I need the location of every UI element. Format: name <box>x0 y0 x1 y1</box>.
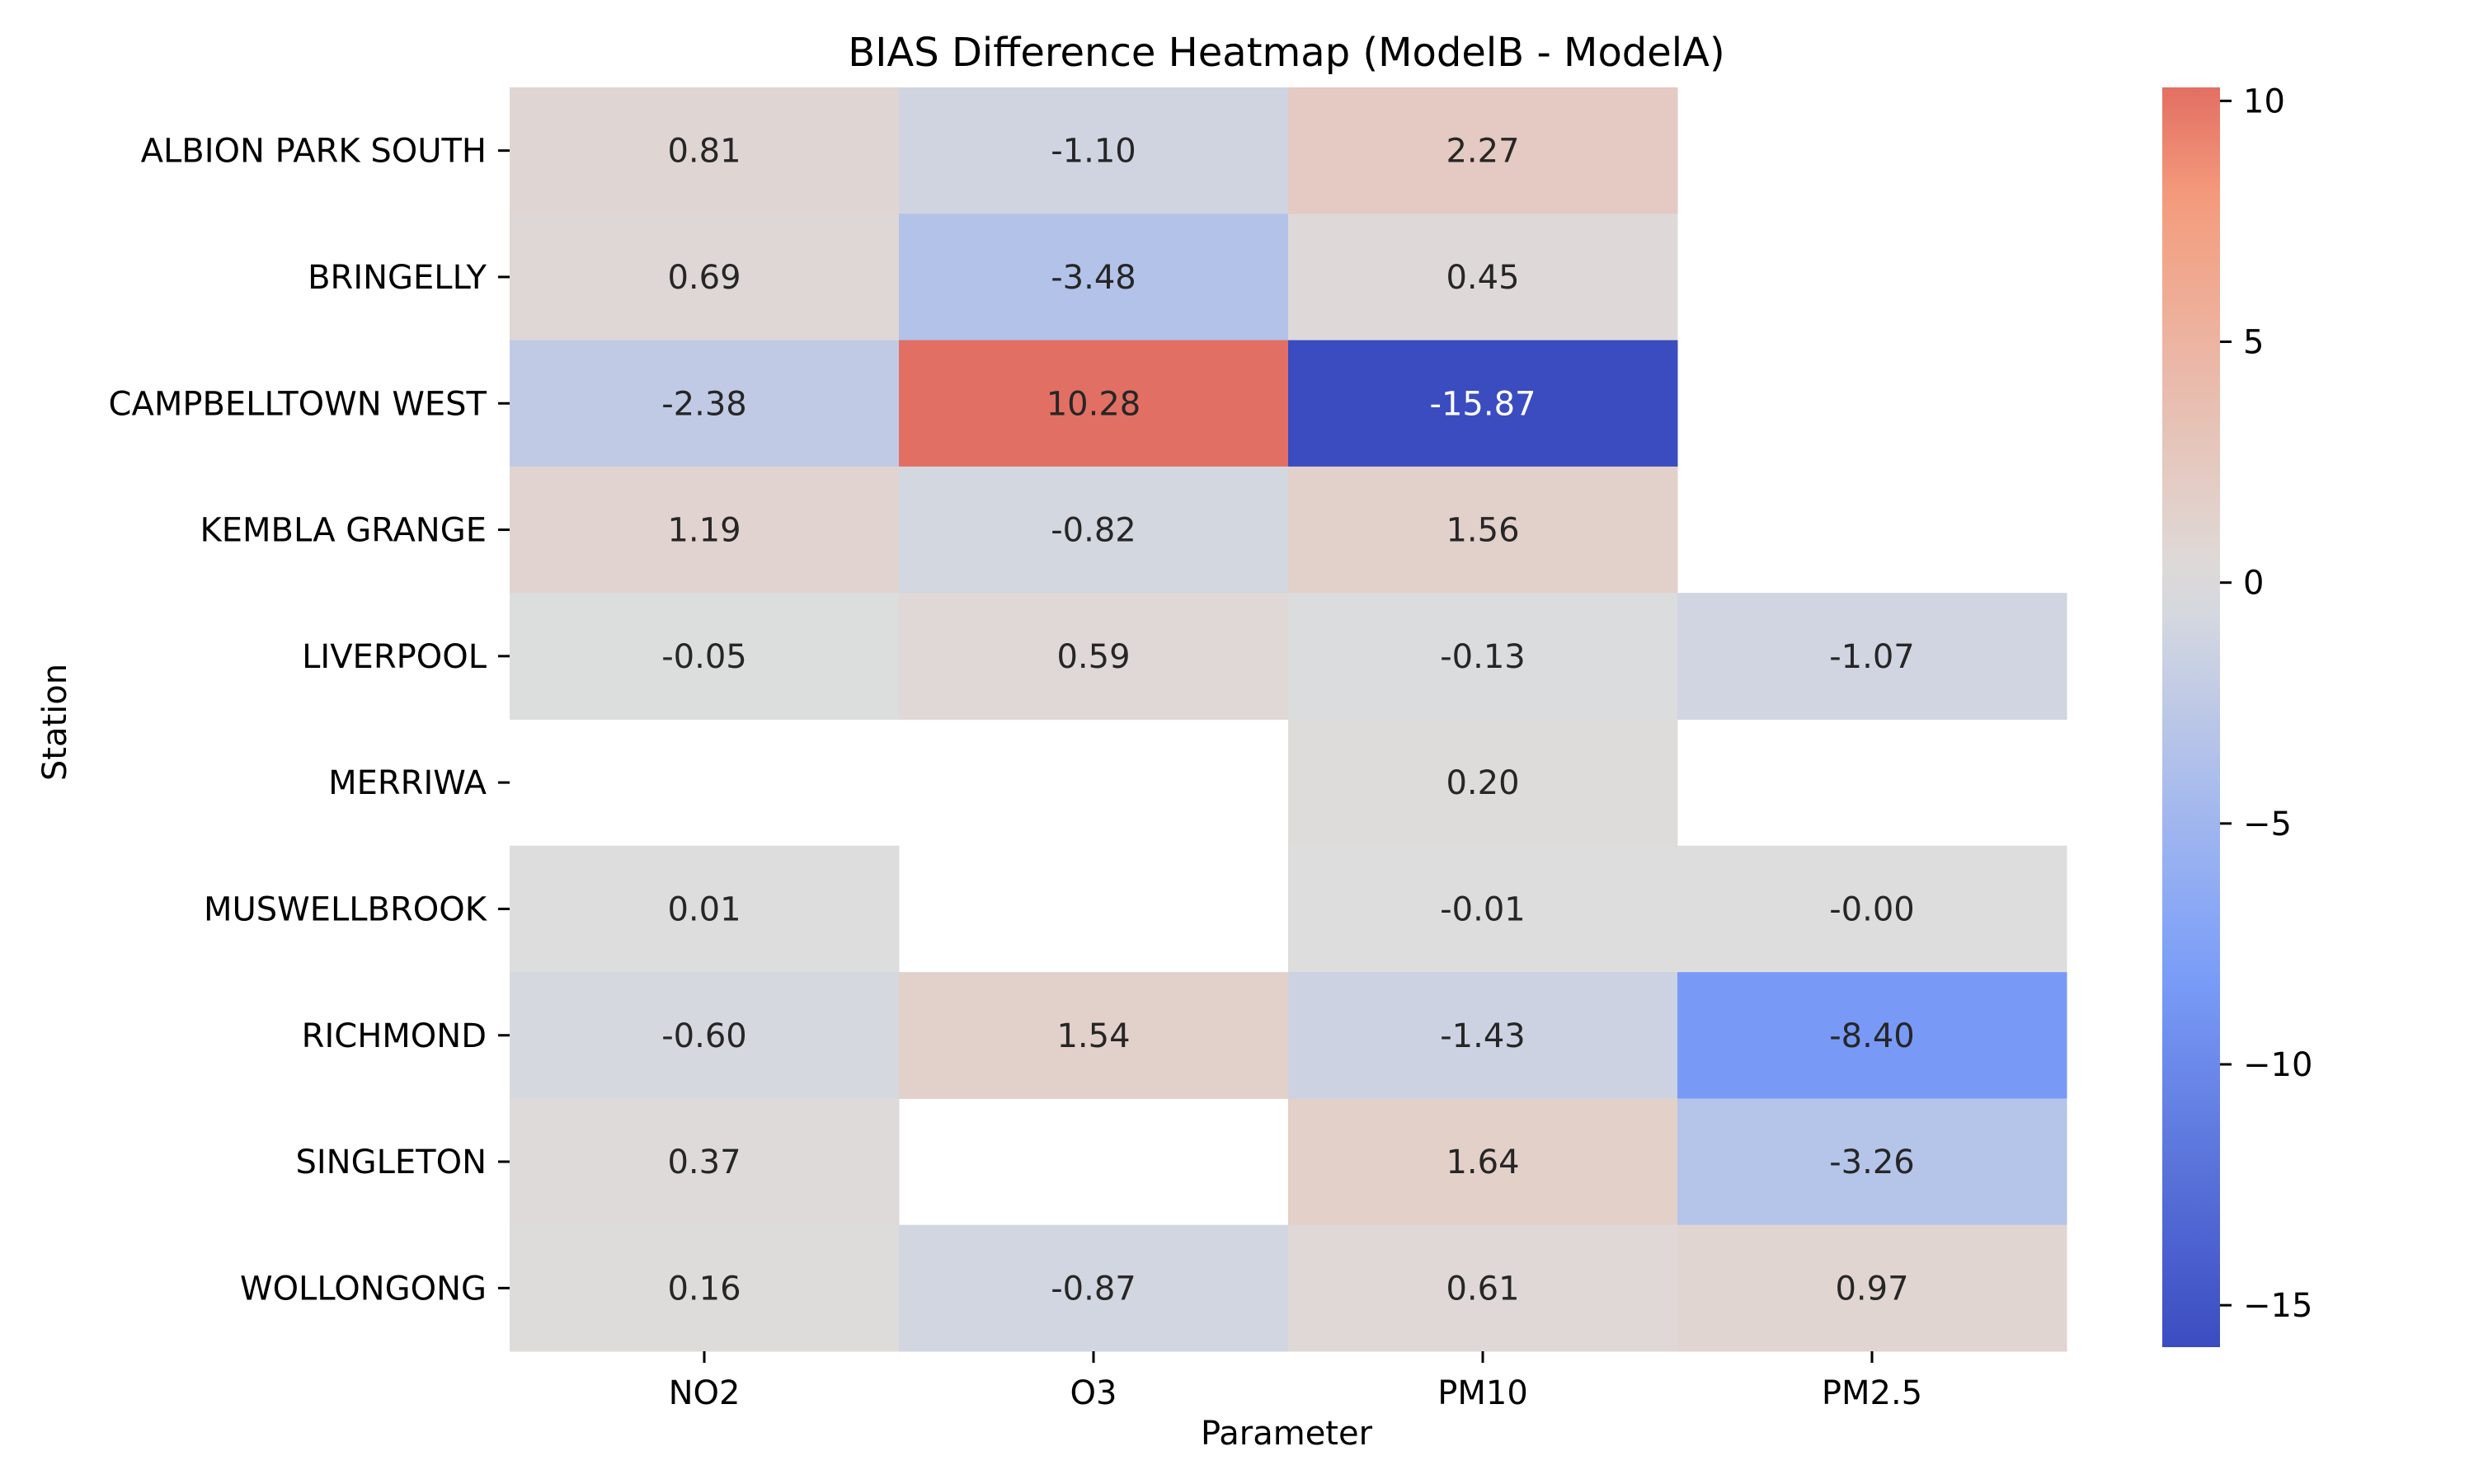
colorbar-tick-label: −5 <box>2243 805 2292 843</box>
heatmap-cell <box>510 593 900 720</box>
y-tick-label: KEMBLA GRANGE <box>200 512 487 550</box>
heatmap-cell <box>1677 593 2067 720</box>
cell-value-label: -0.13 <box>1440 638 1526 676</box>
cell-value-label: 0.81 <box>667 133 741 171</box>
heatmap-cell <box>1288 719 1678 847</box>
heatmap-cells: 0.81 -1.10 2.27 0.69 -3.48 0.45 -2.38 10.28 -15.… <box>510 87 2067 1352</box>
cell-value-label: -8.40 <box>1829 1017 1915 1055</box>
y-axis-ticks: ALBION PARK SOUTH BRINGELLY CAMPBELLTOWN W… <box>109 133 510 1308</box>
cell-value-label: 1.56 <box>1446 512 1519 550</box>
heatmap-cell <box>899 466 1289 594</box>
y-tick-label: BRINGELLY <box>308 259 487 297</box>
heatmap-cell <box>510 845 900 973</box>
heatmap-cell <box>899 972 1289 1099</box>
x-tick-label: NO2 <box>669 1374 741 1412</box>
heatmap-cell <box>510 972 900 1099</box>
cell-value-label: 0.61 <box>1446 1270 1519 1308</box>
heatmap-cell <box>510 1224 900 1352</box>
colorbar-tick-label: 5 <box>2243 324 2264 362</box>
x-tick-label: PM2.5 <box>1822 1374 1922 1412</box>
chart-title: BIAS Difference Heatmap (ModelB - ModelA… <box>848 30 1724 76</box>
heatmap-cell <box>1677 1098 2067 1226</box>
cell-value-label: -2.38 <box>661 385 747 423</box>
cell-value-label: -15.87 <box>1430 385 1536 423</box>
y-tick-label: RICHMOND <box>302 1017 487 1055</box>
heatmap-cell <box>1288 1098 1678 1226</box>
cell-value-label: 2.27 <box>1446 133 1519 171</box>
cell-value-label: -1.07 <box>1829 638 1915 676</box>
cell-value-label: 0.45 <box>1446 259 1519 297</box>
heatmap-cell <box>899 340 1289 467</box>
colorbar-tick-label: 10 <box>2243 82 2285 120</box>
cell-value-label: -3.48 <box>1051 259 1136 297</box>
colorbar-tick-label: −10 <box>2243 1046 2312 1084</box>
heatmap-cell <box>899 593 1289 720</box>
heatmap-cell <box>510 466 900 594</box>
x-tick-label: O3 <box>1070 1374 1117 1412</box>
heatmap-cell <box>510 1098 900 1226</box>
heatmap-cell <box>1288 214 1678 341</box>
heatmap-cell <box>1288 87 1678 214</box>
heatmap-cell <box>1288 340 1678 467</box>
y-tick-label: SINGLETON <box>295 1144 487 1181</box>
cell-value-label: -1.43 <box>1440 1017 1526 1055</box>
heatmap-cell <box>899 214 1289 341</box>
cell-value-label: 1.64 <box>1446 1144 1519 1181</box>
y-tick-label: CAMPBELLTOWN WEST <box>109 385 487 423</box>
cell-value-label: -0.05 <box>661 638 747 676</box>
x-tick-label: PM10 <box>1437 1374 1528 1412</box>
cell-value-label: -0.87 <box>1051 1270 1136 1308</box>
cell-value-label: -3.26 <box>1829 1144 1915 1181</box>
cell-value-label: 0.16 <box>667 1270 741 1308</box>
y-tick-label: LIVERPOOL <box>302 638 487 676</box>
cell-value-label: 0.59 <box>1056 638 1130 676</box>
heatmap-cell <box>1288 593 1678 720</box>
cell-value-label: -1.10 <box>1051 133 1136 171</box>
heatmap-cell <box>899 1224 1289 1352</box>
heatmap-cell <box>1677 1224 2067 1352</box>
heatmap-cell <box>1677 972 2067 1099</box>
cell-value-label: 0.69 <box>667 259 741 297</box>
y-tick-label: WOLLONGONG <box>240 1270 487 1308</box>
heatmap-cell <box>1288 845 1678 973</box>
cell-value-label: 0.20 <box>1446 764 1519 802</box>
x-axis-ticks: NO2 O3 PM10 PM2.5 <box>669 1351 1922 1412</box>
heatmap-cell <box>510 214 900 341</box>
heatmap-cell <box>510 87 900 214</box>
y-tick-label: MUSWELLBROOK <box>204 890 488 928</box>
y-tick-label: ALBION PARK SOUTH <box>141 133 487 171</box>
x-axis-label: Parameter <box>1201 1415 1373 1453</box>
colorbar-tick-label: 0 <box>2243 565 2264 603</box>
heatmap-cell <box>1677 845 2067 973</box>
cell-value-label: 1.54 <box>1056 1017 1130 1055</box>
cell-value-label: 0.97 <box>1835 1270 1908 1308</box>
heatmap-cell <box>899 87 1289 214</box>
colorbar-tick-label: −15 <box>2243 1287 2312 1325</box>
cell-value-label: -0.01 <box>1440 890 1526 928</box>
colorbar-gradient <box>2162 87 2220 1347</box>
cell-value-label: 1.19 <box>667 512 741 550</box>
heatmap-cell <box>1288 972 1678 1099</box>
heatmap-cell <box>510 340 900 467</box>
colorbar: 10 5 0 −5 −10 −15 <box>2162 82 2312 1347</box>
cell-value-label: -0.82 <box>1051 512 1136 550</box>
heatmap-cell <box>1288 1224 1678 1352</box>
y-axis-label: Station <box>36 664 74 781</box>
cell-value-label: 10.28 <box>1047 385 1141 423</box>
heatmap-cell <box>1288 466 1678 594</box>
cell-value-label: 0.37 <box>667 1144 741 1181</box>
cell-value-label: -0.00 <box>1829 890 1915 928</box>
cell-value-label: 0.01 <box>667 890 741 928</box>
y-tick-label: MERRIWA <box>328 764 487 802</box>
cell-value-label: -0.60 <box>661 1017 747 1055</box>
